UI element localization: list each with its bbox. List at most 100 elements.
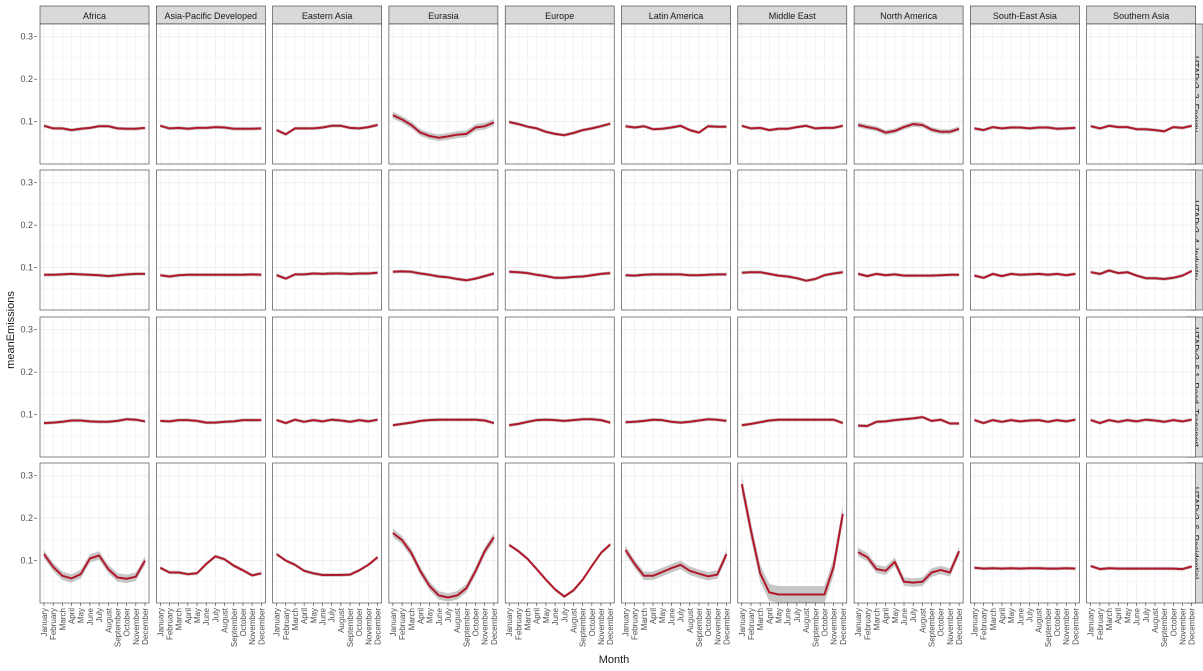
x-tick-label: June [784, 607, 793, 625]
x-tick-label: May [77, 608, 86, 623]
panel-border [156, 169, 266, 311]
panel-bg [156, 24, 266, 164]
x-tick-label: June [435, 607, 444, 625]
x-tick-label: December [606, 608, 615, 645]
panel-border [388, 462, 499, 604]
x-tick-label: March [407, 608, 416, 630]
x-tick-label: October [123, 608, 132, 637]
panel-border [388, 316, 499, 458]
x-tick-label: September [1160, 608, 1169, 647]
x-tick-label: October [355, 608, 364, 637]
panel-border [504, 316, 615, 458]
x-tick-label: November [1179, 608, 1188, 645]
panel-bg [970, 463, 1080, 603]
x-tick-label: August [1035, 607, 1044, 633]
panel-bg [621, 463, 731, 603]
panel-bg [737, 24, 847, 164]
x-tick-label: December [955, 608, 964, 645]
x-tick-label: June [900, 607, 909, 625]
y-tick-label: 0.1 [20, 263, 33, 273]
panel-bg [272, 317, 382, 457]
series-line-latin-america-htapv3-6-residential [624, 549, 728, 578]
strip-label-south-east-asia: South-East Asia [993, 11, 1057, 21]
x-tick-label: September [113, 608, 122, 647]
panel-bg [40, 24, 149, 164]
confidence-ribbon-eastern-asia-htapv3-6-residential [276, 552, 378, 577]
panel-bg [854, 317, 964, 457]
panel-border [39, 316, 150, 458]
x-tick-label: June [86, 607, 95, 625]
series-line-eastern-asia-htapv3-3-energy [276, 124, 378, 136]
panel-border [970, 462, 1080, 604]
series-line-middle-east-htapv3-5-1-road-transport [741, 418, 844, 427]
panel-border [39, 169, 150, 311]
panel-border [737, 316, 848, 458]
x-tick-label: August [337, 607, 346, 633]
panel-border [272, 462, 382, 604]
x-tick-label: December [723, 608, 732, 645]
panel-bg [737, 317, 847, 457]
panel-bg [1086, 317, 1196, 457]
x-tick-label: August [453, 607, 462, 633]
y-tick-label: 0.1 [20, 410, 33, 420]
panel-border [388, 169, 499, 311]
series-line-north-america-htapv3-6-residential [857, 550, 961, 584]
panel-border [853, 23, 964, 165]
x-tick-label: February [282, 608, 291, 640]
x-tick-label: August [802, 607, 811, 633]
x-tick-label: May [775, 608, 784, 623]
x-tick-label: November [1062, 608, 1071, 645]
y-tick-label: 0.3 [20, 471, 33, 481]
panel-bg [505, 170, 615, 310]
series-line-south-east-asia-htapv3-4-industry [974, 272, 1076, 279]
x-tick-label: April [765, 608, 774, 624]
x-tick-label: March [175, 608, 184, 630]
x-tick-label: May [1007, 608, 1016, 623]
panel-border [970, 23, 1080, 165]
x-tick-label: September [695, 608, 704, 647]
x-tick-label: June [319, 607, 328, 625]
x-tick-label: February [631, 608, 640, 640]
x-tick-label: January [622, 608, 631, 636]
x-tick-label: January [1087, 608, 1096, 636]
series-line-europe-htapv3-5-1-road-transport [509, 418, 611, 427]
panel-bg [970, 24, 1080, 164]
x-tick-label: September [462, 608, 471, 647]
y-tick-label: 0.3 [20, 178, 33, 188]
panel-bg [388, 463, 498, 603]
x-tick-label: July [1142, 608, 1151, 622]
panel-border [504, 23, 615, 165]
panel-border [504, 169, 615, 311]
x-tick-label: April [649, 608, 658, 624]
x-tick-label: July [909, 608, 918, 622]
panel-border [737, 169, 848, 311]
panel-bg [388, 170, 498, 310]
x-tick-label: August [1151, 607, 1160, 633]
x-tick-label: August [569, 607, 578, 633]
panel-border [156, 462, 266, 604]
x-tick-label: October [239, 608, 248, 637]
panel-border [621, 169, 731, 311]
x-tick-label: November [364, 608, 373, 645]
x-tick-label: December [141, 608, 150, 645]
x-tick-label: November [248, 608, 257, 645]
panel-border [853, 462, 964, 604]
x-tick-label: February [1096, 608, 1105, 640]
panel-bg [272, 24, 382, 164]
series-line-europe-htapv3-4-industry [509, 270, 611, 279]
panel-border [853, 169, 964, 311]
series-line-north-america-htapv3-5-1-road-transport [858, 416, 960, 427]
x-tick-label: July [444, 608, 453, 622]
x-tick-label: July [95, 608, 104, 622]
x-tick-label: November [946, 608, 955, 645]
x-tick-label: October [588, 608, 597, 637]
panel-bg [505, 317, 615, 457]
y-axis-title: meanEmissions [5, 291, 17, 369]
x-tick-label: December [1188, 608, 1197, 645]
panel-border [1086, 316, 1196, 458]
x-tick-label: November [597, 608, 606, 645]
x-tick-label: May [1123, 608, 1132, 623]
panel-bg [1086, 170, 1196, 310]
panel-border [1086, 23, 1196, 165]
